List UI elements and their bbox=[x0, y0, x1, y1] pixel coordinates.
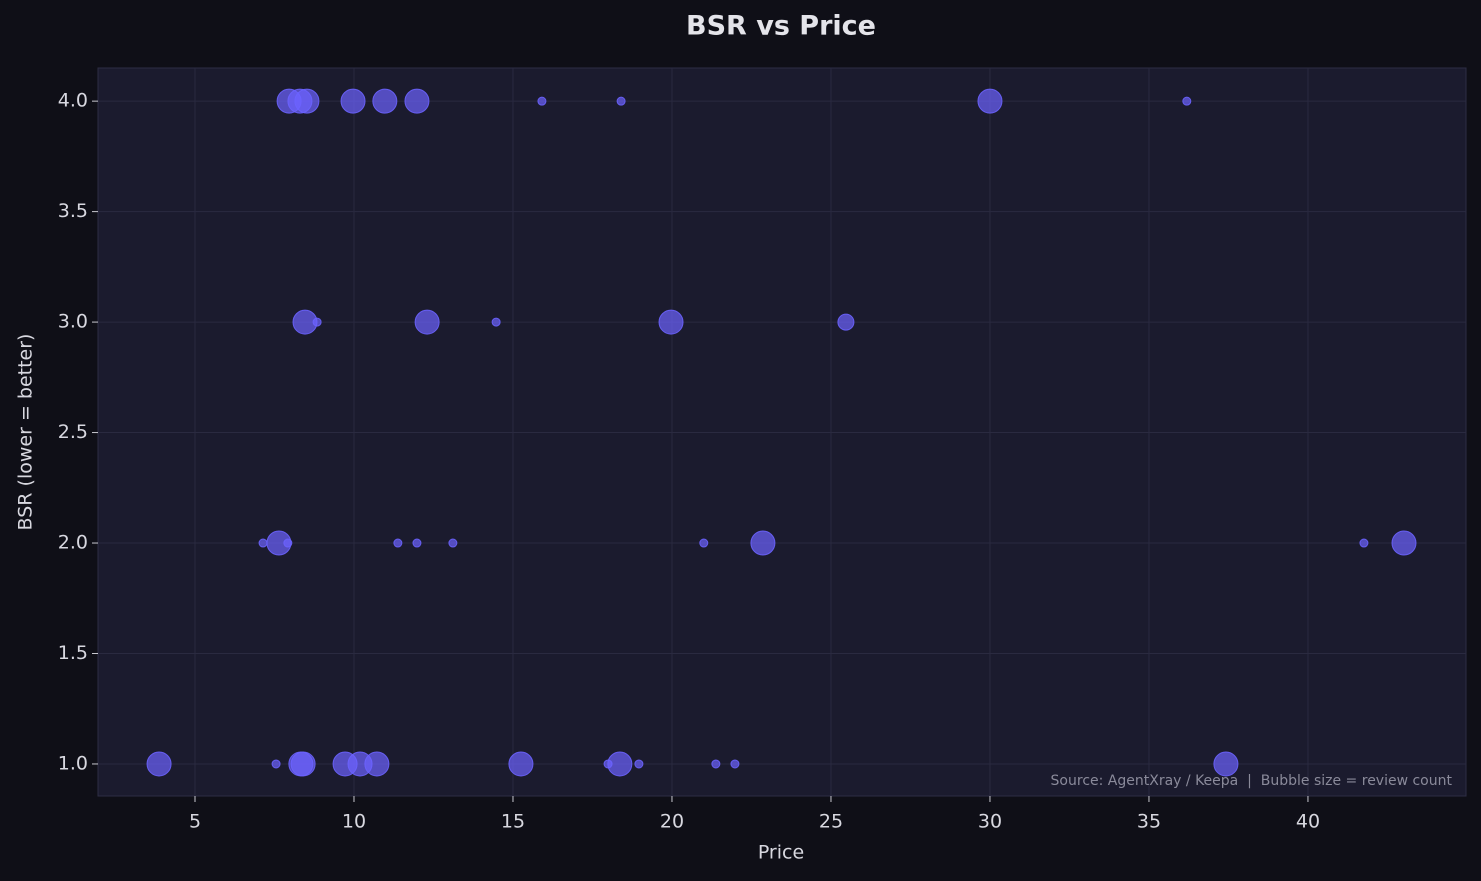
x-tick-label: 25 bbox=[819, 811, 843, 833]
bubble bbox=[404, 88, 430, 114]
y-tick-label: 3.5 bbox=[58, 200, 88, 222]
bubble bbox=[537, 96, 547, 106]
bubble bbox=[393, 538, 403, 548]
bubble bbox=[634, 759, 644, 769]
bubble bbox=[1359, 538, 1369, 548]
x-tick-label: 35 bbox=[1137, 811, 1161, 833]
x-tick-label: 5 bbox=[189, 811, 201, 833]
bubble bbox=[414, 309, 440, 335]
y-tick-label: 3.0 bbox=[58, 311, 88, 333]
bubble bbox=[607, 751, 633, 777]
bubble bbox=[730, 759, 740, 769]
bubble bbox=[658, 309, 684, 335]
y-tick-label: 4.0 bbox=[58, 90, 88, 112]
x-tick-label: 20 bbox=[660, 811, 684, 833]
bubble bbox=[1182, 96, 1192, 106]
y-tick-label: 1.0 bbox=[58, 752, 88, 774]
bubble bbox=[312, 317, 322, 327]
bubble bbox=[616, 96, 626, 106]
y-tick-label: 2.0 bbox=[58, 532, 88, 554]
x-tick-label: 30 bbox=[978, 811, 1002, 833]
bubble bbox=[258, 538, 268, 548]
bubble bbox=[372, 88, 398, 114]
bubble bbox=[837, 313, 855, 331]
bubble bbox=[491, 317, 501, 327]
x-axis-label: Price bbox=[758, 842, 804, 864]
bubble bbox=[146, 751, 172, 777]
bubble bbox=[750, 530, 776, 556]
y-tick-label: 1.5 bbox=[58, 642, 88, 664]
annotation: Source: AgentXray / Keepa | Bubble size … bbox=[1051, 773, 1453, 789]
bubble bbox=[699, 538, 709, 548]
bubble bbox=[340, 88, 366, 114]
x-tick-label: 10 bbox=[342, 811, 366, 833]
x-tick-label: 40 bbox=[1296, 811, 1320, 833]
plot-area bbox=[97, 67, 1467, 797]
bubble bbox=[977, 88, 1003, 114]
y-axis-label: BSR (lower = better) bbox=[15, 334, 37, 531]
bubble bbox=[294, 88, 320, 114]
bubble bbox=[412, 538, 422, 548]
bubble bbox=[364, 751, 390, 777]
bubble bbox=[283, 538, 293, 548]
bubble bbox=[508, 751, 534, 777]
x-tick-label: 15 bbox=[501, 811, 525, 833]
bubble bbox=[290, 751, 316, 777]
bubble bbox=[1213, 751, 1239, 777]
chart-title: BSR vs Price bbox=[686, 11, 876, 42]
bubble bbox=[271, 759, 281, 769]
y-tick-label: 2.5 bbox=[58, 421, 88, 443]
bubble bbox=[711, 759, 721, 769]
bubble bbox=[1391, 530, 1417, 556]
bubble bbox=[448, 538, 458, 548]
